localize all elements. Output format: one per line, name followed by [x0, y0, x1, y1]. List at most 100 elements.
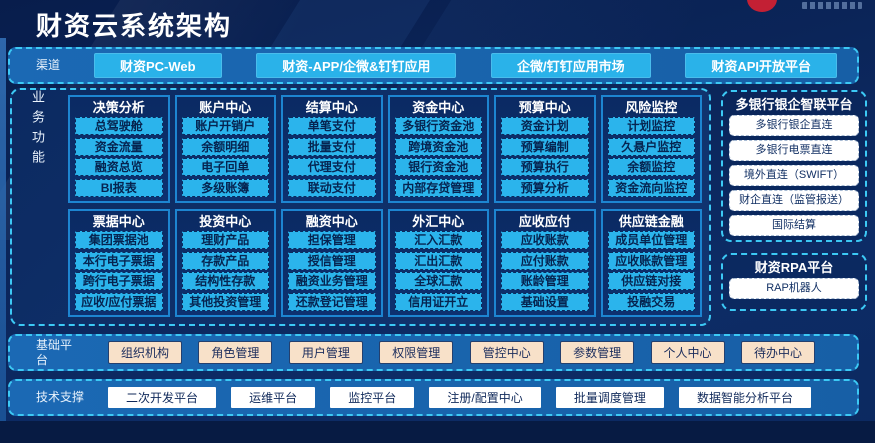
- business-group: 预算中心 资金计划 预算编制 预算执行 预算分析: [494, 95, 596, 203]
- business-group-items: 多银行资金池 跨境资金池 银行资金池 内部存贷管理: [394, 117, 482, 197]
- business-group-items: 集团票据池 本行电子票据 跨行电子票据 应收/应付票据: [75, 231, 163, 311]
- tech-item: 运维平台: [231, 387, 316, 408]
- business-group-item: 存款产品: [181, 251, 269, 270]
- business-group-item: 授信管理: [288, 251, 376, 270]
- channel-items: 财资PC-Web 财资-APP/企微&钉钉应用 企微/钉钉应用市场 财资API开…: [94, 49, 837, 82]
- business-group-item: 内部存贷管理: [394, 178, 482, 197]
- business-group: 账户中心 账户开销户 余额明细 电子回单 多级账簿: [174, 95, 276, 203]
- bank-platform-item: 财企直连（监管报送）: [729, 190, 859, 211]
- business-group-item: BI报表: [75, 178, 163, 197]
- rpa-item: RAP机器人: [729, 278, 859, 299]
- business-group-item: 全球汇款: [394, 272, 482, 291]
- business-label: 业务功能: [30, 90, 45, 170]
- business-group-item: 联动支付: [288, 178, 376, 197]
- foundation-item: 管控中心: [469, 341, 544, 364]
- business-group-item: 汇出汇款: [394, 251, 482, 270]
- business-group-item: 应收账款: [501, 231, 589, 249]
- bank-platform-items: 多银行银企直连 多银行电票直连 境外直连（SWIFT） 财企直连（监管报送） 国…: [729, 115, 859, 236]
- business-group-item: 预算编制: [501, 137, 589, 156]
- business-group-title: 融资中心: [305, 214, 358, 229]
- business-group-items: 计划监控 久悬户监控 余额监控 资金流向监控: [607, 117, 695, 197]
- rpa-title: 财资RPA平台: [754, 260, 834, 275]
- foundation-item: 角色管理: [198, 341, 273, 364]
- business-group-item: 投融交易: [607, 292, 695, 311]
- channel-item: 财资API开放平台: [685, 53, 837, 78]
- business-group-item: 应收账款管理: [607, 251, 695, 270]
- tech-items: 二次开发平台 运维平台 监控平台 注册/配置中心 批量调度管理 数据智能分析平台: [108, 381, 811, 414]
- business-group-title: 风险监控: [625, 100, 678, 115]
- tech-band: 技术支撑 二次开发平台 运维平台 监控平台 注册/配置中心 批量调度管理 数据智…: [8, 379, 859, 416]
- business-group-item: 本行电子票据: [75, 251, 163, 270]
- business-group: 外汇中心 汇入汇款 汇出汇款 全球汇款 信用证开立: [387, 209, 489, 317]
- foundation-item: 个人中心: [650, 341, 725, 364]
- business-group-item: 计划监控: [607, 117, 695, 135]
- business-group-item: 批量支付: [288, 137, 376, 156]
- business-group-item: 供应链对接: [607, 272, 695, 291]
- foundation-item: 权限管理: [379, 341, 454, 364]
- foundation-item: 参数管理: [560, 341, 635, 364]
- business-group-item: 应收/应付票据: [75, 292, 163, 311]
- business-group-item: 资金流量: [75, 137, 163, 156]
- channel-band: 渠道 财资PC-Web 财资-APP/企微&钉钉应用 企微/钉钉应用市场 财资A…: [8, 47, 859, 84]
- business-group-item: 还款登记管理: [288, 292, 376, 311]
- channel-item: 财资PC-Web: [94, 53, 222, 78]
- business-grid: 决策分析 总驾驶舱 资金流量 融资总览 BI报表: [68, 95, 702, 317]
- business-group-item: 结构性存款: [181, 272, 269, 291]
- business-group-item: 基础设置: [501, 292, 589, 311]
- business-group-items: 应收账款 应付账款 账龄管理 基础设置: [501, 231, 589, 311]
- business-group-item: 余额明细: [181, 137, 269, 156]
- business-group-item: 总驾驶舱: [75, 117, 163, 135]
- business-group: 应收应付 应收账款 应付账款 账龄管理 基础设置: [494, 209, 596, 317]
- business-group-item: 融资业务管理: [288, 272, 376, 291]
- bottom-strip: [0, 421, 875, 443]
- business-group-item: 资金流向监控: [607, 178, 695, 197]
- business-group-items: 单笔支付 批量支付 代理支付 联动支付: [288, 117, 376, 197]
- business-group-item: 代理支付: [288, 158, 376, 177]
- business-group: 融资中心 担保管理 授信管理 融资业务管理 还款登记管理: [281, 209, 383, 317]
- business-group-item: 跨行电子票据: [75, 272, 163, 291]
- business-group-title: 预算中心: [518, 100, 571, 115]
- business-group-item: 理财产品: [181, 231, 269, 249]
- rpa-panel: 财资RPA平台 RAP机器人: [721, 253, 867, 311]
- foundation-items: 组织机构 角色管理 用户管理 权限管理 管控中心 参数管理 个人中心 待办中心: [108, 336, 815, 369]
- business-group-title: 外汇中心: [412, 214, 465, 229]
- business-group-item: 账龄管理: [501, 272, 589, 291]
- business-group-title: 资金中心: [412, 100, 465, 115]
- business-group-item: 预算执行: [501, 158, 589, 177]
- tech-item: 批量调度管理: [555, 387, 664, 408]
- business-group-items: 成员单位管理 应收账款管理 供应链对接 投融交易: [607, 231, 695, 311]
- foundation-band: 基础平台 组织机构 角色管理 用户管理 权限管理 管控中心 参数管理 个人中心 …: [8, 334, 859, 371]
- tech-item: 二次开发平台: [108, 387, 217, 408]
- business-group: 资金中心 多银行资金池 跨境资金池 银行资金池 内部存贷管理: [387, 95, 489, 203]
- business-group-title: 账户中心: [199, 100, 252, 115]
- bank-platform-title: 多银行银企智联平台: [735, 97, 853, 112]
- business-group: 风险监控 计划监控 久悬户监控 余额监控 资金流向监控: [600, 95, 702, 203]
- tech-label: 技术支撑: [36, 390, 85, 404]
- bank-platform-item: 境外直连（SWIFT）: [729, 165, 859, 186]
- business-group: 结算中心 单笔支付 批量支付 代理支付 联动支付: [281, 95, 383, 203]
- business-group-item: 久悬户监控: [607, 137, 695, 156]
- business-group-item: 余额监控: [607, 158, 695, 177]
- bank-platform-panel: 多银行银企智联平台 多银行银企直连 多银行电票直连 境外直连（SWIFT） 财企…: [721, 90, 867, 242]
- bank-platform-item: 多银行电票直连: [729, 140, 859, 161]
- business-group-item: 银行资金池: [394, 158, 482, 177]
- business-group-item: 跨境资金池: [394, 137, 482, 156]
- rpa-items: RAP机器人: [729, 278, 859, 299]
- bank-platform-item: 国际结算: [729, 215, 859, 236]
- business-group-title: 投资中心: [199, 214, 252, 229]
- business-group-item: 汇入汇款: [394, 231, 482, 249]
- channel-item: 企微/钉钉应用市场: [491, 53, 651, 78]
- business-panel: 业务功能 决策分析 总驾驶舱 资金流量 融资总览 BI报表: [10, 88, 711, 326]
- business-group-items: 担保管理 授信管理 融资业务管理 还款登记管理: [288, 231, 376, 311]
- tech-item: 注册/配置中心: [429, 387, 541, 408]
- business-group-items: 账户开销户 余额明细 电子回单 多级账簿: [181, 117, 269, 197]
- channel-label: 渠道: [36, 58, 61, 72]
- business-group-item: 融资总览: [75, 158, 163, 177]
- business-group-title: 供应链金融: [618, 214, 684, 229]
- business-group-item: 电子回单: [181, 158, 269, 177]
- business-group-item: 账户开销户: [181, 117, 269, 135]
- business-group-items: 总驾驶舱 资金流量 融资总览 BI报表: [75, 117, 163, 197]
- brand-logo-icon: [747, 0, 777, 12]
- business-group-title: 结算中心: [305, 100, 358, 115]
